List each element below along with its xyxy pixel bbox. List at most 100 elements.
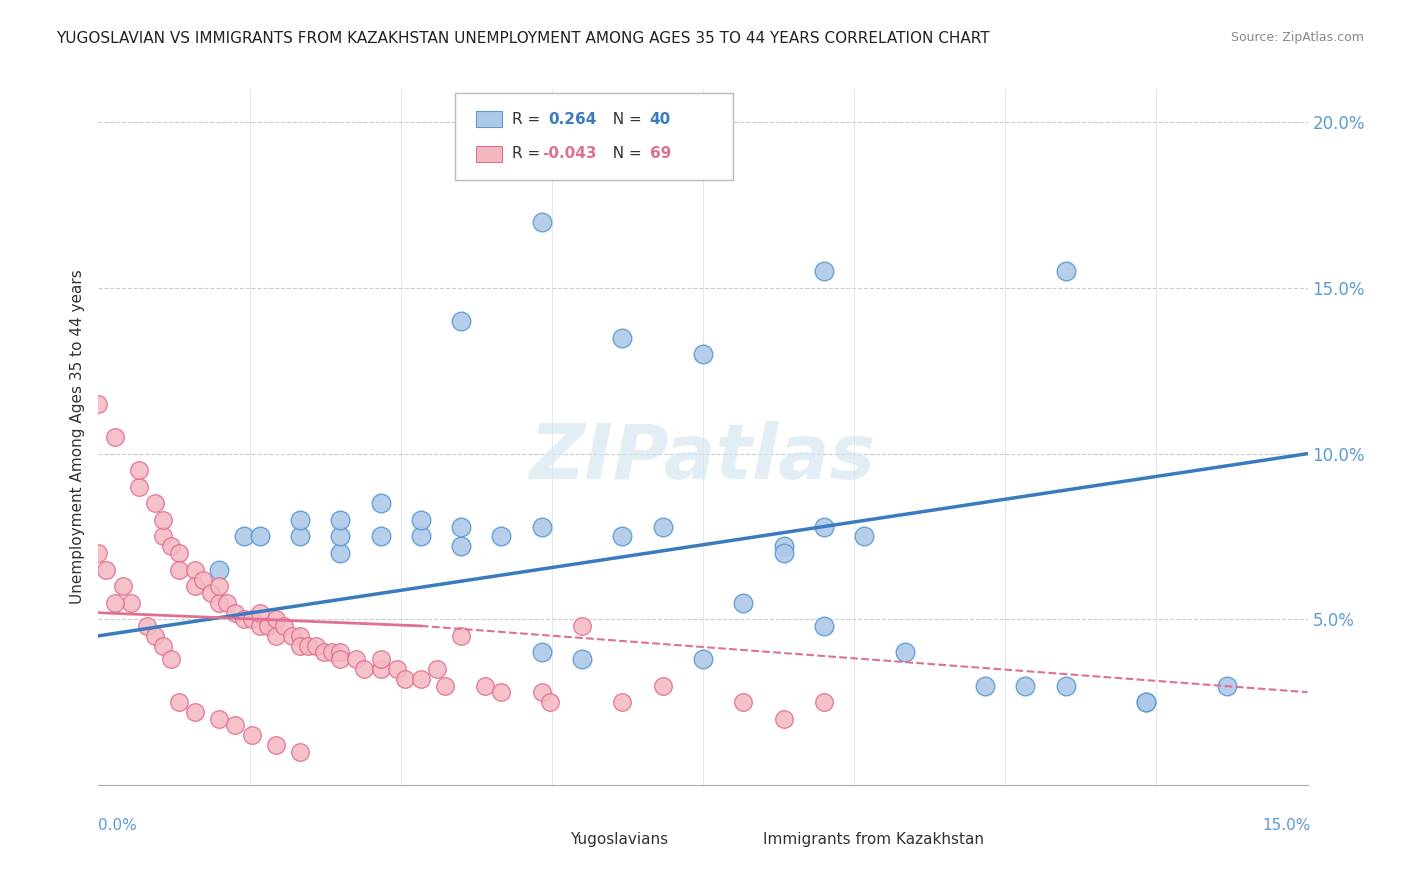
Text: 69: 69	[650, 146, 671, 161]
Point	[184, 579, 207, 593]
Point	[813, 695, 835, 709]
Point	[184, 705, 207, 719]
Point	[128, 480, 150, 494]
Point	[893, 645, 915, 659]
Point	[167, 695, 190, 709]
Point	[143, 629, 166, 643]
Text: Source: ZipAtlas.com: Source: ZipAtlas.com	[1230, 31, 1364, 45]
Point	[160, 652, 183, 666]
Point	[813, 619, 835, 633]
Point	[813, 264, 835, 278]
Point	[264, 612, 287, 626]
Point	[1135, 695, 1157, 709]
Point	[160, 540, 183, 554]
Point	[167, 546, 190, 560]
Point	[853, 529, 876, 543]
Point	[288, 629, 311, 643]
Point	[772, 546, 794, 560]
Point	[329, 546, 352, 560]
Point	[530, 685, 553, 699]
Point	[273, 619, 295, 633]
Text: R =: R =	[512, 112, 546, 127]
Point	[184, 563, 207, 577]
Point	[1054, 679, 1077, 693]
Point	[288, 745, 311, 759]
Point	[651, 519, 673, 533]
Point	[733, 596, 755, 610]
Point	[208, 712, 231, 726]
Point	[256, 619, 278, 633]
Point	[87, 546, 110, 560]
Point	[651, 679, 673, 693]
Point	[530, 519, 553, 533]
Text: Immigrants from Kazakhstan: Immigrants from Kazakhstan	[763, 832, 984, 847]
Point	[249, 619, 271, 633]
Point	[152, 639, 174, 653]
Point	[370, 496, 392, 510]
Point	[329, 529, 352, 543]
Point	[813, 519, 835, 533]
Point	[128, 463, 150, 477]
Point	[264, 738, 287, 752]
Point	[167, 563, 190, 577]
Point	[450, 540, 472, 554]
Point	[370, 662, 392, 676]
Text: -0.043: -0.043	[543, 146, 596, 161]
Point	[297, 639, 319, 653]
Point	[491, 529, 513, 543]
Point	[530, 215, 553, 229]
Point	[120, 596, 142, 610]
Point	[143, 496, 166, 510]
Point	[281, 629, 304, 643]
Point	[135, 619, 157, 633]
Point	[491, 685, 513, 699]
Point	[329, 513, 352, 527]
Point	[1135, 695, 1157, 709]
Point	[426, 662, 449, 676]
FancyBboxPatch shape	[456, 93, 734, 179]
Point	[240, 612, 263, 626]
Point	[385, 662, 408, 676]
Text: R =: R =	[512, 146, 546, 161]
Point	[193, 573, 215, 587]
Point	[612, 695, 634, 709]
Point	[314, 645, 336, 659]
Point	[612, 529, 634, 543]
Point	[208, 563, 231, 577]
Text: YUGOSLAVIAN VS IMMIGRANTS FROM KAZAKHSTAN UNEMPLOYMENT AMONG AGES 35 TO 44 YEARS: YUGOSLAVIAN VS IMMIGRANTS FROM KAZAKHSTA…	[56, 31, 990, 46]
Point	[208, 596, 231, 610]
Text: 0.0%: 0.0%	[98, 818, 138, 832]
Point	[612, 331, 634, 345]
Text: N =: N =	[603, 112, 647, 127]
FancyBboxPatch shape	[475, 146, 502, 161]
Point	[692, 652, 714, 666]
Text: 0.264: 0.264	[548, 112, 596, 127]
Point	[353, 662, 375, 676]
Point	[232, 612, 254, 626]
Point	[538, 695, 561, 709]
Point	[152, 529, 174, 543]
Point	[329, 645, 352, 659]
Point	[249, 529, 271, 543]
Point	[450, 314, 472, 328]
Point	[450, 519, 472, 533]
FancyBboxPatch shape	[727, 832, 754, 847]
Point	[1014, 679, 1036, 693]
Text: ZIPatlas: ZIPatlas	[530, 421, 876, 495]
Point	[394, 672, 416, 686]
Text: 15.0%: 15.0%	[1263, 818, 1310, 832]
Point	[571, 619, 593, 633]
Point	[530, 645, 553, 659]
FancyBboxPatch shape	[534, 832, 561, 847]
FancyBboxPatch shape	[475, 112, 502, 127]
Point	[232, 529, 254, 543]
Point	[409, 672, 432, 686]
Point	[474, 679, 496, 693]
Point	[264, 629, 287, 643]
Point	[772, 540, 794, 554]
Point	[96, 563, 118, 577]
Point	[249, 606, 271, 620]
Point	[87, 397, 110, 411]
Point	[692, 347, 714, 361]
Point	[344, 652, 367, 666]
